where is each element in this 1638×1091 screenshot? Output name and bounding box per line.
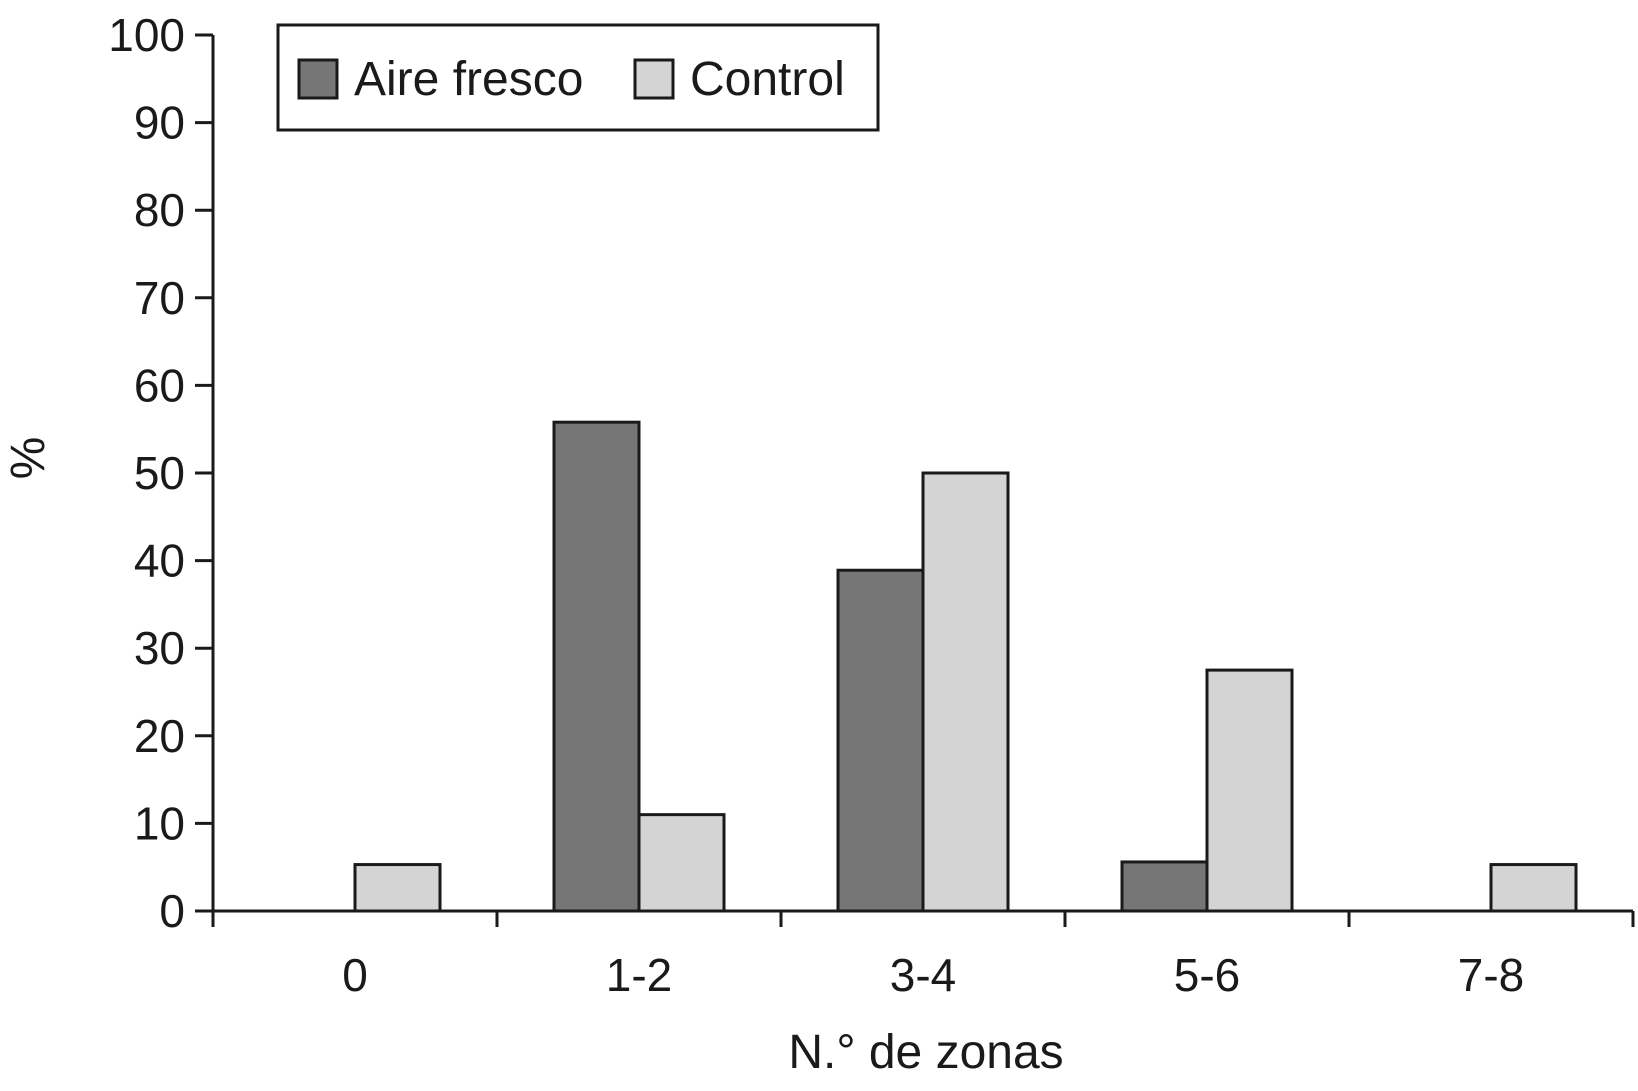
bars [353,420,1578,913]
y-axis-title: % [2,437,55,480]
x-tick-label: 1-2 [606,949,672,1001]
x-axis-ticks: 0 1-2 3-4 5-6 7-8 [211,911,1635,1001]
bar-aire-fresco-1-2 [552,420,641,913]
legend-label-aire-fresco: Aire fresco [354,53,583,106]
y-tick-label: 20 [134,710,185,762]
x-axis-title: N.° de zonas [788,1026,1063,1079]
y-tick-label: 60 [134,359,185,411]
y-tick-label: 50 [134,447,185,499]
y-tick-label: 70 [134,272,185,324]
bar-control-7-8 [1489,863,1578,913]
bar-aire-fresco-5-6 [1120,860,1209,913]
y-tick-label: 80 [134,184,185,236]
legend: Aire fresco Control [276,23,880,132]
y-tick-label: 90 [134,97,185,149]
x-tick-label: 0 [342,949,368,1001]
y-tick-label: 40 [134,535,185,587]
x-tick-label: 7-8 [1458,949,1524,1001]
bar-control-3-4 [921,471,1010,913]
bar-control-0 [353,863,442,913]
bar-control-5-6 [1205,668,1294,913]
legend-box [276,23,880,132]
y-tick-label: 30 [134,622,185,674]
x-tick-label: 3-4 [890,949,956,1001]
legend-swatch-control [633,58,675,100]
bar-aire-fresco-3-4 [836,568,925,913]
bar-control-1-2 [637,813,726,913]
y-tick-label: 10 [134,797,185,849]
x-tick-label: 5-6 [1174,949,1240,1001]
legend-swatch-aire-fresco [297,58,339,100]
legend-label-control: Control [690,53,845,106]
y-tick-label: 100 [108,9,185,61]
y-tick-label: 0 [159,885,185,937]
y-axis-ticks: 0 10 20 30 40 50 60 70 80 90 100 [108,9,213,937]
